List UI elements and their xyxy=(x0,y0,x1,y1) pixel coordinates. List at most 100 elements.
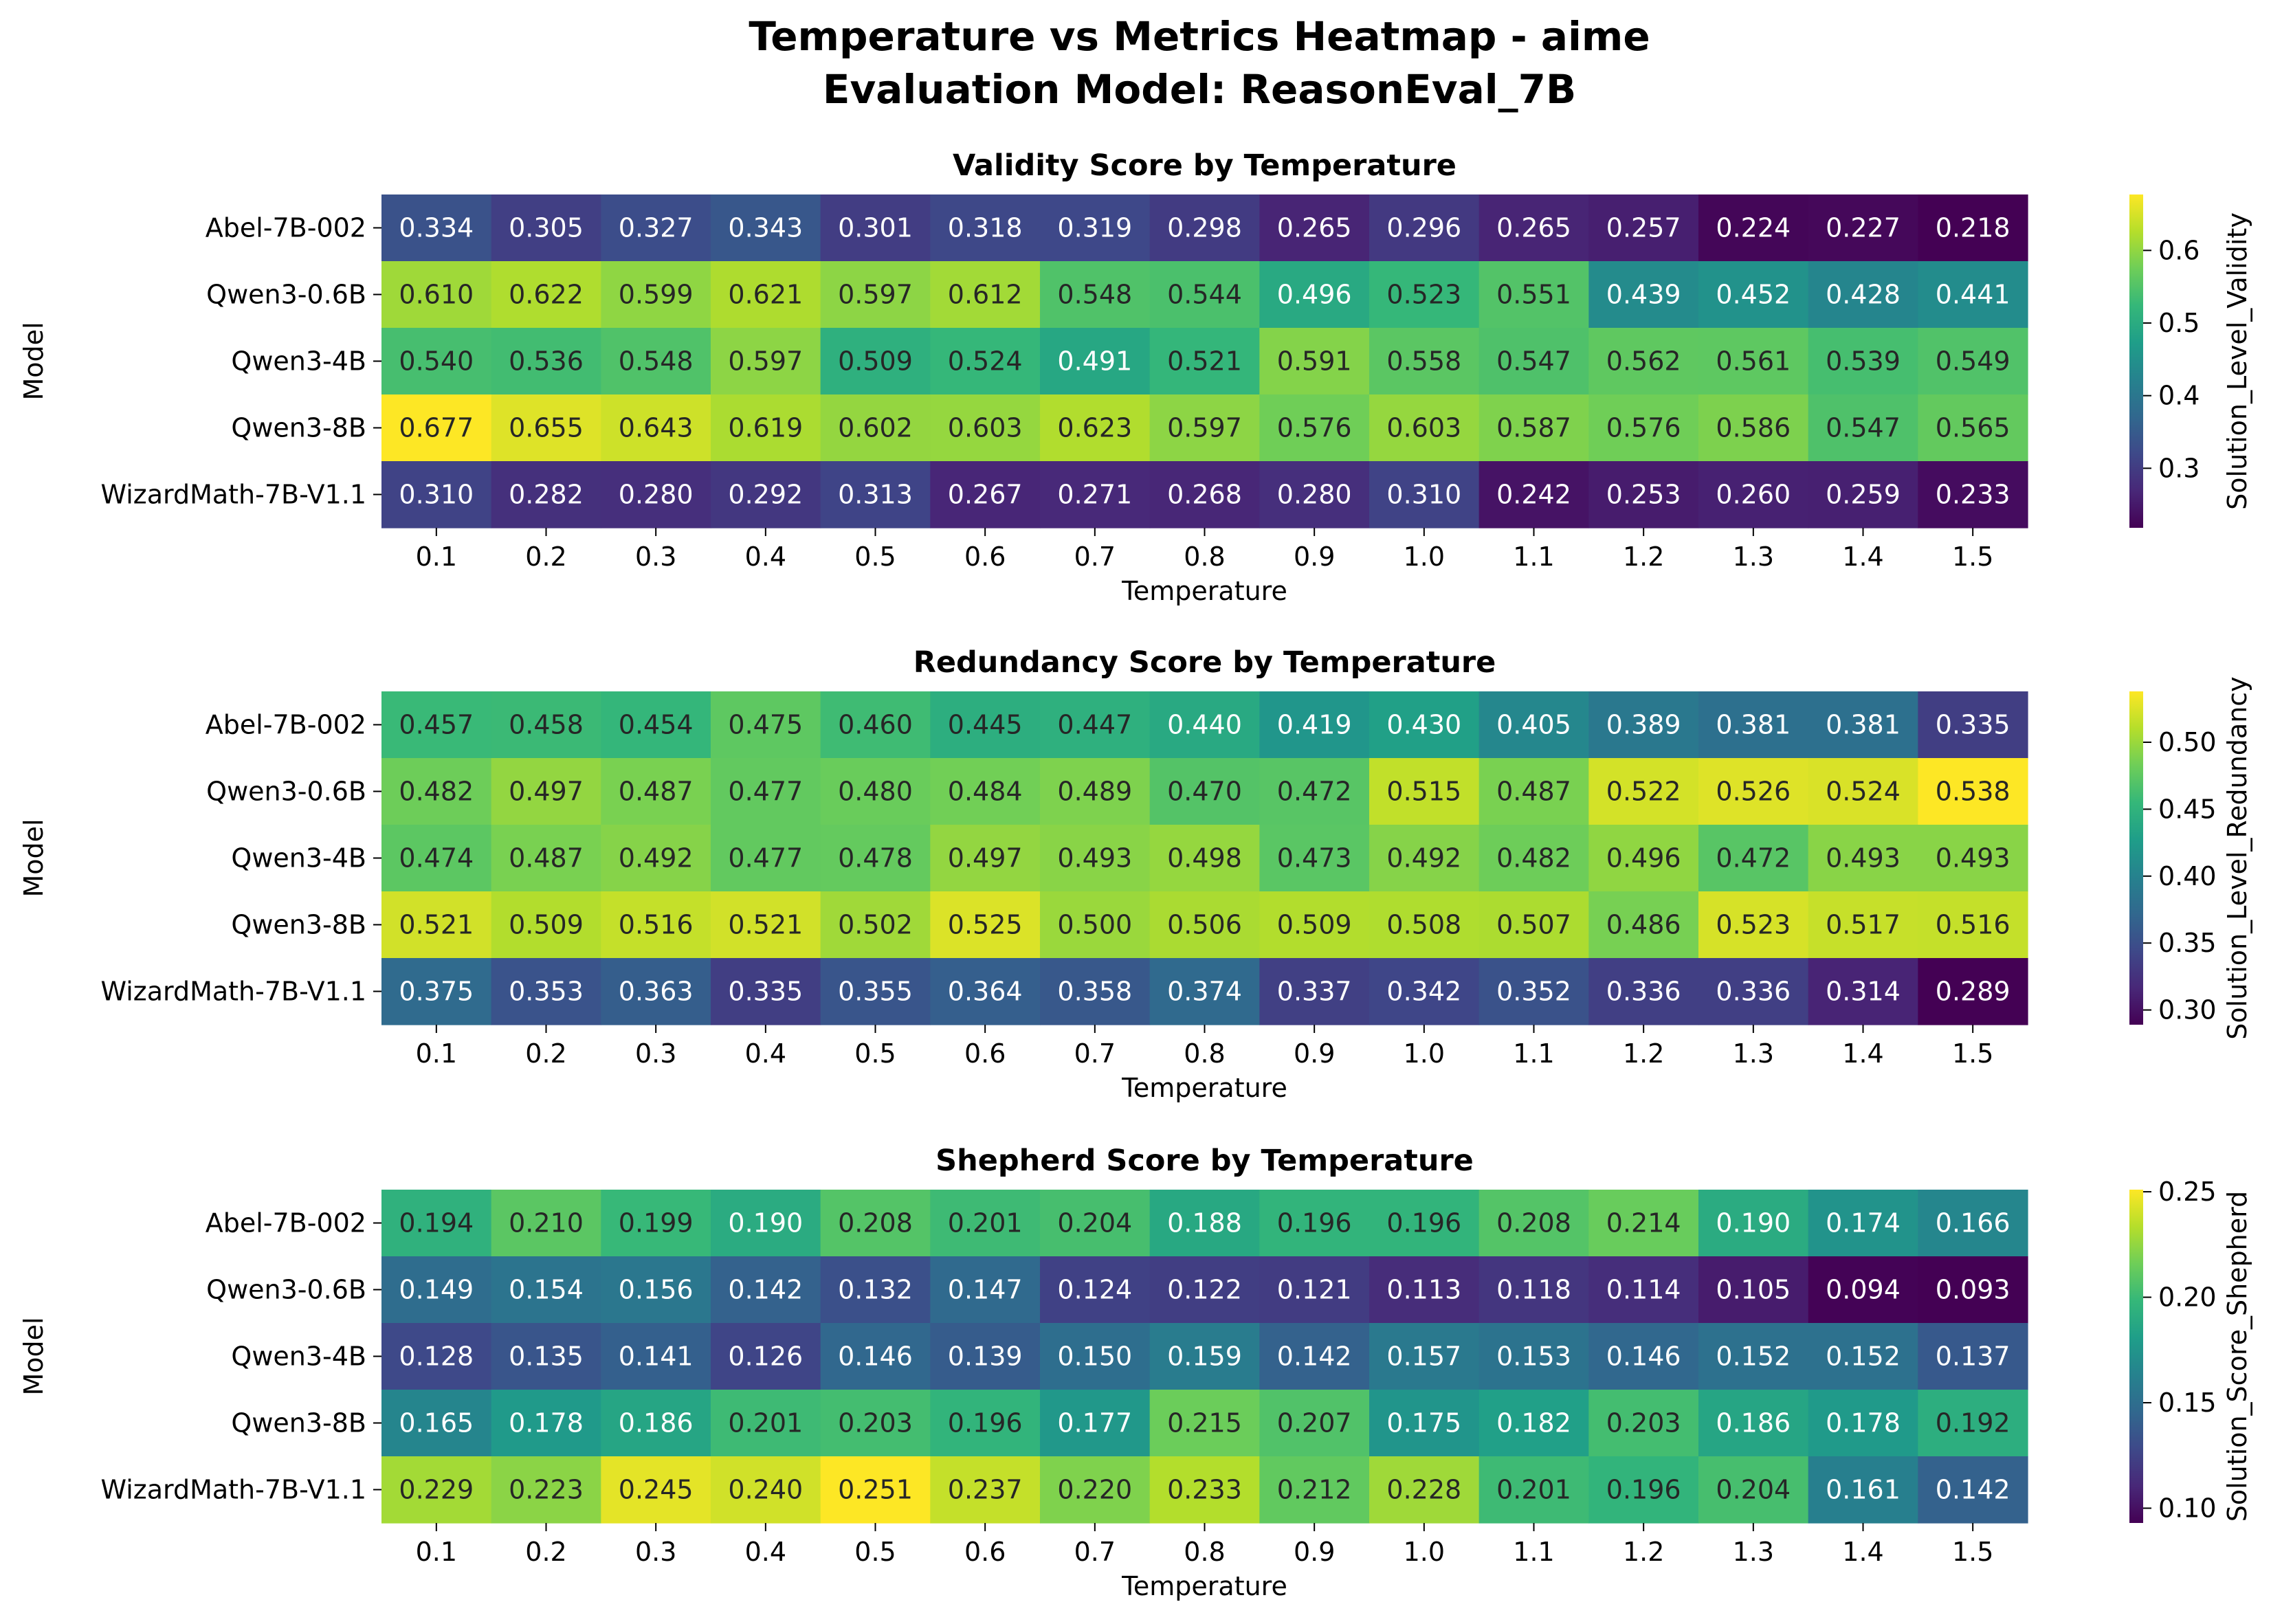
heatmap-cell xyxy=(381,1323,492,1390)
colorbar-tick-label: 0.5 xyxy=(2158,308,2200,338)
cell-value-label: 0.124 xyxy=(1057,1275,1132,1305)
cell-value-label: 0.586 xyxy=(1716,413,1791,443)
heatmap-cell xyxy=(1478,1390,1589,1457)
cell-value-label: 0.128 xyxy=(399,1342,474,1372)
heatmap-cell xyxy=(1698,328,1809,395)
cell-value-label: 0.643 xyxy=(619,413,694,443)
heatmap-cell xyxy=(1698,758,1809,825)
cell-value-label: 0.364 xyxy=(948,977,1023,1007)
cell-value-label: 0.597 xyxy=(838,280,913,310)
cell-value-label: 0.655 xyxy=(509,413,584,443)
cell-value-label: 0.224 xyxy=(1716,213,1791,243)
heatmap-cell xyxy=(1259,825,1370,892)
cell-value-label: 0.182 xyxy=(1496,1408,1571,1438)
heatmap-cell xyxy=(1040,261,1151,329)
heatmap-cell xyxy=(1149,758,1260,825)
cell-value-label: 0.201 xyxy=(1496,1475,1571,1505)
heatmap-cell xyxy=(1918,1456,2028,1524)
x-tick-label: 0.8 xyxy=(1184,542,1225,572)
heatmap-cell xyxy=(491,891,601,959)
x-tick-label: 1.5 xyxy=(1952,542,1993,572)
cell-value-label: 0.576 xyxy=(1277,413,1352,443)
cell-value-label: 0.298 xyxy=(1167,213,1242,243)
heatmap-cell xyxy=(1918,461,2028,529)
cell-value-label: 0.498 xyxy=(1167,843,1242,874)
heatmap-cell xyxy=(601,1456,711,1524)
heatmap-cell xyxy=(1588,261,1699,329)
heatmap-cell xyxy=(1259,1456,1370,1524)
heatmap-cell xyxy=(601,891,711,959)
cell-value-label: 0.439 xyxy=(1606,280,1681,310)
cell-value-label: 0.472 xyxy=(1277,777,1352,807)
heatmap-cell xyxy=(491,758,601,825)
x-tick-label: 0.5 xyxy=(854,1537,896,1567)
heatmap-cell xyxy=(820,691,931,759)
heatmap-cell xyxy=(1369,1323,1480,1390)
cell-value-label: 0.440 xyxy=(1167,710,1242,740)
cell-value-label: 0.094 xyxy=(1826,1275,1901,1305)
heatmap-cell xyxy=(1808,891,1918,959)
cell-value-label: 0.516 xyxy=(1936,910,2010,940)
heatmap-cell xyxy=(1588,394,1699,462)
cell-value-label: 0.280 xyxy=(619,480,694,510)
cell-value-label: 0.477 xyxy=(728,843,803,874)
x-tick-label: 0.4 xyxy=(745,1537,786,1567)
y-tick-label: Qwen3-0.6B xyxy=(206,777,366,807)
heatmap-cell xyxy=(820,1190,931,1257)
cell-value-label: 0.318 xyxy=(948,213,1023,243)
heatmap-cell xyxy=(1918,691,2028,759)
y-tick-label: WizardMath-7B-V1.1 xyxy=(100,480,366,510)
cell-value-label: 0.480 xyxy=(838,777,913,807)
cell-value-label: 0.240 xyxy=(728,1475,803,1505)
cell-value-label: 0.204 xyxy=(1716,1475,1791,1505)
y-tick-label: Qwen3-0.6B xyxy=(206,1275,366,1305)
heatmap-cell xyxy=(1478,691,1589,759)
x-tick-label: 1.0 xyxy=(1404,1038,1445,1069)
heatmap-cell xyxy=(1259,758,1370,825)
cell-value-label: 0.118 xyxy=(1496,1275,1571,1305)
heatmap-cell xyxy=(1698,394,1809,462)
cell-value-label: 0.271 xyxy=(1057,480,1132,510)
heatmap-cell xyxy=(1040,758,1151,825)
heatmap-cell xyxy=(491,328,601,395)
heatmap-cell xyxy=(1588,1323,1699,1390)
heatmap-cell xyxy=(601,394,711,462)
heatmap-cell xyxy=(1149,194,1260,262)
heatmap-cell xyxy=(1369,1190,1480,1257)
cell-value-label: 0.121 xyxy=(1277,1275,1352,1305)
heatmap-cell xyxy=(1478,394,1589,462)
cell-value-label: 0.196 xyxy=(1386,1208,1461,1238)
x-tick-label: 0.6 xyxy=(964,542,1006,572)
heatmap-cell xyxy=(1259,1190,1370,1257)
heatmap-cell xyxy=(1918,1190,2028,1257)
heatmap-cell xyxy=(1040,891,1151,959)
cell-value-label: 0.201 xyxy=(728,1408,803,1438)
heatmap-cell xyxy=(1259,1256,1370,1324)
cell-value-label: 0.507 xyxy=(1496,910,1571,940)
cell-value-label: 0.165 xyxy=(399,1408,474,1438)
cell-value-label: 0.497 xyxy=(509,777,584,807)
heatmap-cell xyxy=(601,691,711,759)
heatmap-cell xyxy=(1698,825,1809,892)
cell-value-label: 0.622 xyxy=(509,280,584,310)
x-tick-label: 1.3 xyxy=(1733,1038,1774,1069)
cell-value-label: 0.525 xyxy=(948,910,1023,940)
heatmap-cell xyxy=(491,825,601,892)
heatmap-cell xyxy=(1918,261,2028,329)
cell-value-label: 0.207 xyxy=(1277,1408,1352,1438)
x-tick-label: 0.7 xyxy=(1074,542,1116,572)
heatmap-cell xyxy=(711,394,821,462)
cell-value-label: 0.621 xyxy=(728,280,803,310)
cell-value-label: 0.175 xyxy=(1386,1408,1461,1438)
cell-value-label: 0.587 xyxy=(1496,413,1571,443)
x-tick-label: 0.5 xyxy=(854,1038,896,1069)
cell-value-label: 0.196 xyxy=(1606,1475,1681,1505)
cell-value-label: 0.147 xyxy=(948,1275,1023,1305)
heatmap-cell xyxy=(1588,194,1699,262)
heatmap-panel: Shepherd Score by Temperature 0.194 0.210 0… xyxy=(19,1144,2252,1601)
heatmap-cell xyxy=(601,1390,711,1457)
cell-value-label: 0.265 xyxy=(1277,213,1352,243)
heatmap-cell xyxy=(1369,261,1480,329)
heatmap-cell xyxy=(491,1190,601,1257)
heatmap-cell xyxy=(491,691,601,759)
